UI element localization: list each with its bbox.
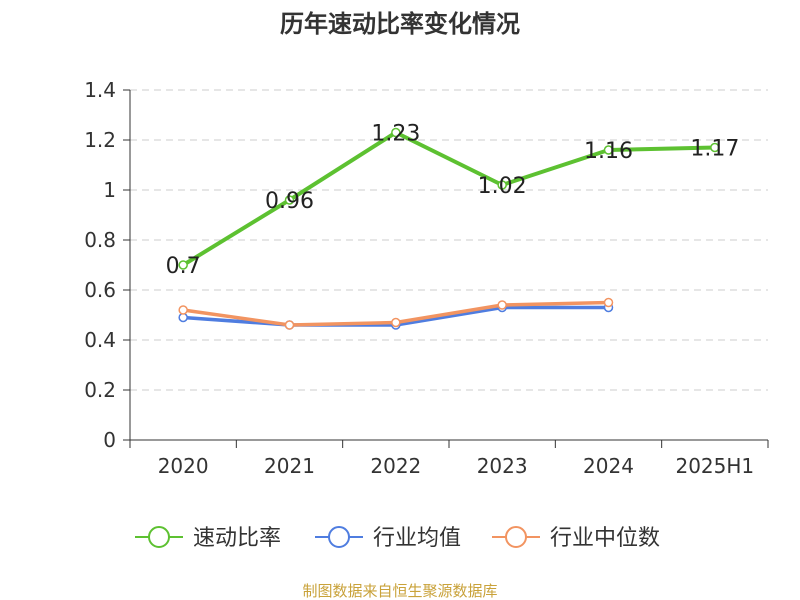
legend: 速动比率 行业均值 行业中位数 [135,526,660,551]
point-s2-1 [284,320,295,330]
data-label-4: 1.16 [584,139,633,164]
y-tick-label-3: 0.6 [84,278,116,302]
series-group [178,127,720,330]
data-label-5: 1.17 [690,137,739,162]
data-label-0: 0.7 [166,254,201,279]
grid-lines [130,89,768,391]
point-s0-5 [710,142,720,153]
chart-title: 历年速动比率变化情况 [280,10,520,38]
x-tick-label-3: 2023 [477,454,528,478]
data-label-1: 0.96 [265,189,314,214]
point-s2-0 [178,305,188,315]
point-s2-4 [603,297,614,308]
legend-swatch-marker-1 [328,526,350,548]
data-label-2: 1.23 [371,122,420,147]
data-labels: 0.7 0.96 1.23 1.02 1.16 1.17 [166,122,740,280]
legend-item-2: 行业中位数 [492,526,660,551]
y-tick-label-2: 0.4 [84,328,116,352]
legend-label-1: 行业均值 [373,526,461,551]
point-s0-2 [391,127,401,138]
point-s0-0 [178,260,188,270]
series-line-0 [181,130,717,267]
y-tick-label-5: 1 [103,178,116,202]
legend-item-1: 行业均值 [315,526,461,551]
legend-label-0: 速动比率 [193,526,281,551]
legend-swatch-marker-0 [148,526,170,548]
axes: 0 0.2 0.4 0.6 0.8 1 1.2 1.4 2020 2021 2022 2023 2024… [84,78,769,478]
legend-label-2: 行业中位数 [550,526,660,551]
y-tick-label-1: 0.2 [84,378,116,402]
point-s2-3 [497,300,507,310]
data-label-3: 1.02 [478,174,527,199]
y-tick-label-6: 1.2 [84,128,116,152]
legend-item-0: 速动比率 [135,526,281,551]
x-tick-label-0: 2020 [158,454,209,478]
x-tick-label-2: 2022 [370,454,421,478]
point-s0-4 [603,145,614,155]
x-tick-label-1: 2021 [264,454,315,478]
legend-swatch-marker-2 [505,526,527,548]
point-s0-3 [497,180,507,190]
y-tick-label-0: 0 [103,428,116,452]
y-tick-label-7: 1.4 [84,78,116,102]
point-s0-1 [284,195,295,205]
source-note: 制图数据来自恒生聚源数据库 [302,582,497,600]
x-tick-label-5: 2025H1 [675,454,754,478]
point-s2-2 [391,317,401,328]
x-tick-label-4: 2024 [583,454,634,478]
y-tick-label-4: 0.8 [84,228,116,252]
